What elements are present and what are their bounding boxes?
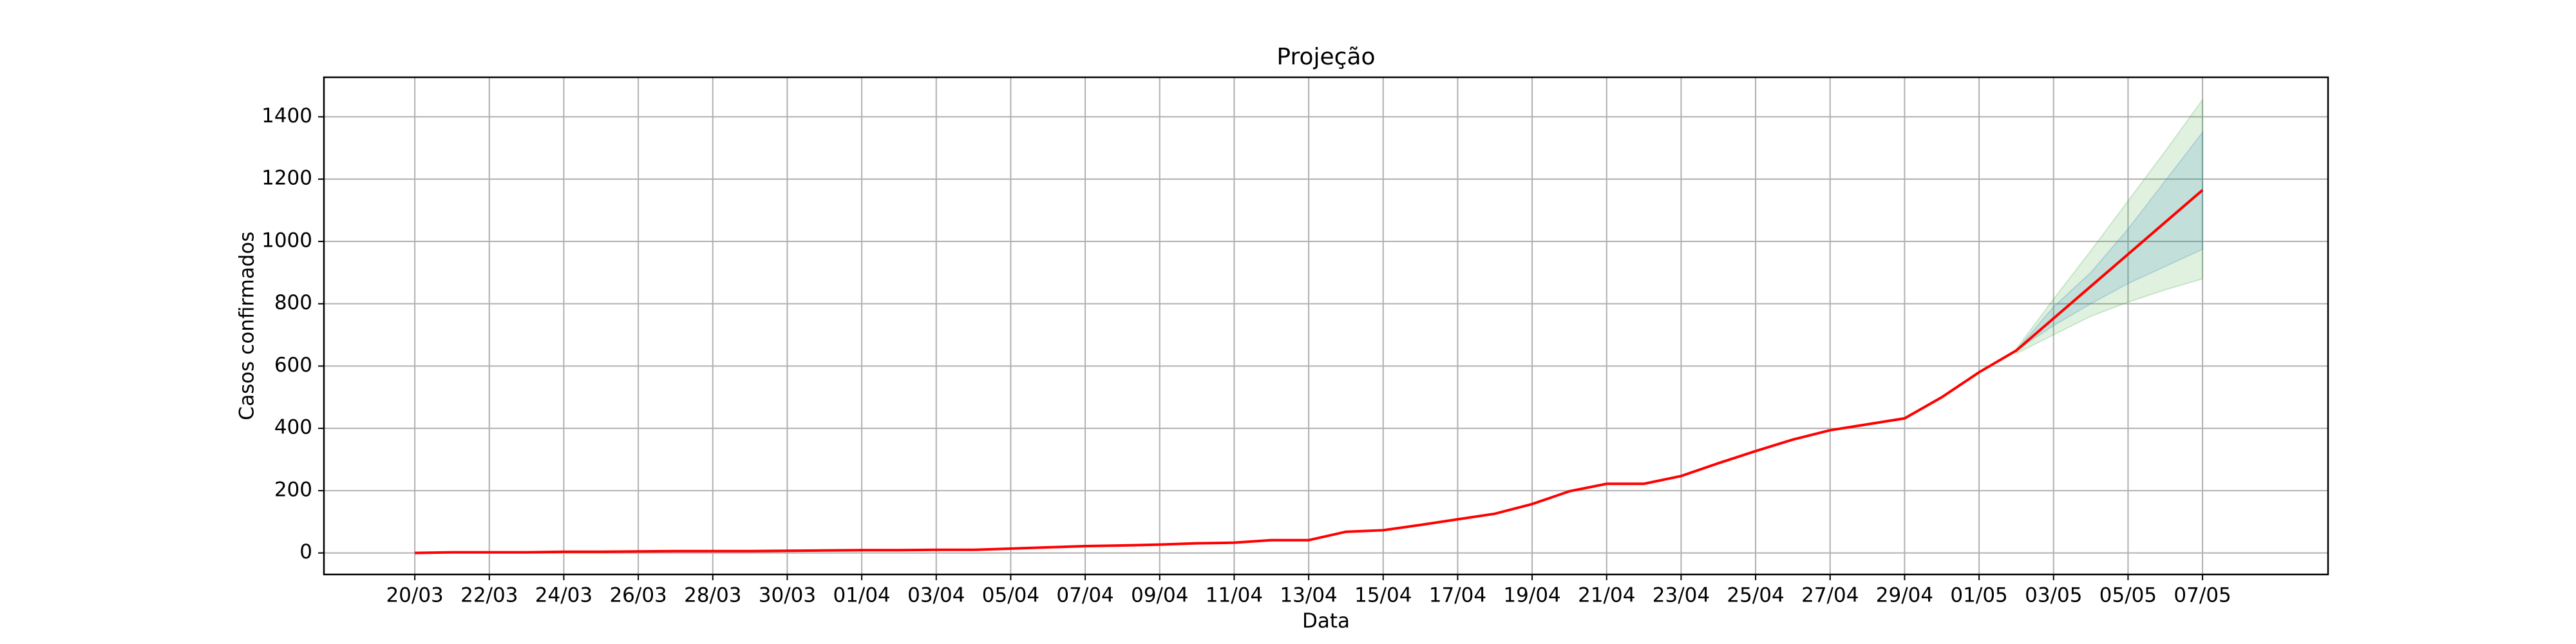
x-tick-label: 25/04 [1727,584,1784,607]
x-tick-label: 17/04 [1429,584,1486,607]
y-axis-label: Casos confirmados [236,231,259,420]
x-tick-label: 21/04 [1578,584,1635,607]
x-tick-label: 09/04 [1131,584,1188,607]
x-tick-label: 07/05 [2174,584,2231,607]
x-axis-label: Data [1302,610,1350,633]
y-tick-label: 400 [274,416,312,439]
x-tick-label: 19/04 [1503,584,1560,607]
y-tick-label: 1400 [261,104,312,128]
x-tick-label: 03/04 [907,584,965,607]
x-tick-label: 15/04 [1354,584,1412,607]
x-tick-label: 29/04 [1876,584,1933,607]
y-tick-label: 800 [274,291,312,314]
line [415,189,2204,554]
x-tick-label: 27/04 [1801,584,1859,607]
x-tick-label: 03/05 [2025,584,2082,607]
x-tick-label: 07/04 [1056,584,1113,607]
x-tick-label: 26/03 [609,584,667,607]
confidence-band [2015,97,2204,355]
x-tick-label: 24/03 [535,584,592,607]
y-tick-label: 200 [274,478,312,501]
y-tick-label: 1000 [261,229,312,252]
x-tick-label: 11/04 [1206,584,1263,607]
y-tick-label: 1200 [261,167,312,190]
y-tick-label: 0 [299,540,312,564]
x-tick-label: 13/04 [1280,584,1337,607]
x-tick-label: 20/03 [386,584,443,607]
x-tick-label: 01/05 [1950,584,2007,607]
x-tick-label: 05/05 [2099,584,2157,607]
x-tick-label: 23/04 [1653,584,1710,607]
x-tick-label: 01/04 [833,584,890,607]
chart-title: Projeção [1276,44,1375,70]
x-tick-label: 05/04 [982,584,1039,607]
y-tick-label: 600 [274,354,312,377]
x-tick-label: 30/03 [759,584,816,607]
x-tick-label: 22/03 [460,584,518,607]
plot-frame [323,76,2329,576]
x-tick-label: 28/03 [684,584,741,607]
